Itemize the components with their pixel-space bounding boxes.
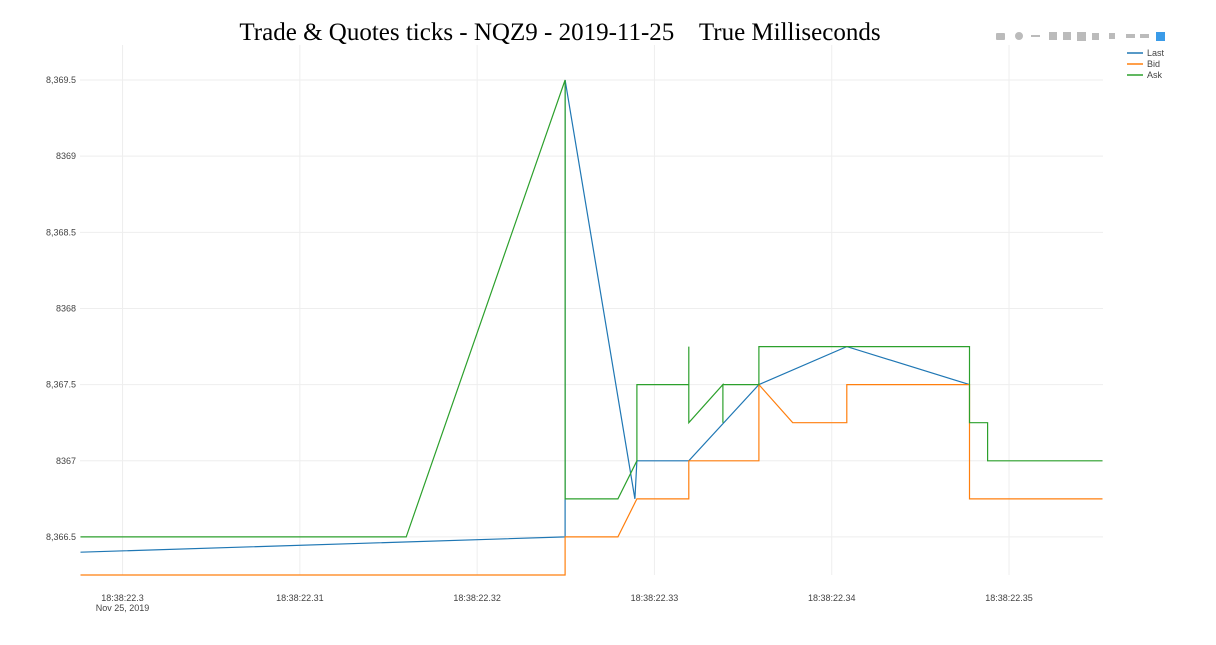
tool-icon[interactable] (1140, 34, 1149, 38)
x-tick-label: 18:38:22.31 (276, 593, 324, 603)
tool-icon[interactable] (1049, 32, 1057, 40)
y-tick-label: 8,369.5 (46, 75, 76, 85)
tool-icon[interactable] (1109, 33, 1115, 39)
legend-label: Last (1147, 48, 1165, 58)
series-line (80, 79, 1103, 538)
x-tick-label: 18:38:22.35 (985, 593, 1033, 603)
tool-icon[interactable] (1015, 32, 1023, 40)
y-tick-label: 8367 (56, 456, 76, 466)
x-tick-label: 18:38:22.3 (101, 593, 144, 603)
legend-label: Bid (1147, 59, 1160, 69)
x-date-label: Nov 25, 2019 (96, 603, 150, 613)
y-tick-label: 8,367.5 (46, 380, 76, 390)
x-tick-label: 18:38:22.33 (631, 593, 679, 603)
tool-icon[interactable] (1077, 32, 1086, 41)
legend-label: Ask (1147, 70, 1163, 80)
series-line (80, 79, 970, 553)
y-tick-label: 8,368.5 (46, 227, 76, 237)
x-tick-label: 18:38:22.34 (808, 593, 856, 603)
tool-icon[interactable] (996, 33, 1005, 40)
tool-icon[interactable] (1031, 35, 1040, 37)
tool-icon[interactable] (1156, 32, 1165, 41)
toolbar[interactable] (996, 32, 1165, 41)
y-tick-label: 8368 (56, 303, 76, 313)
y-tick-label: 8369 (56, 151, 76, 161)
x-tick-label: 18:38:22.32 (453, 593, 501, 603)
series-line (80, 383, 1103, 576)
tool-icon[interactable] (1092, 33, 1099, 40)
tool-icon[interactable] (1063, 32, 1071, 40)
y-tick-label: 8,366.5 (46, 532, 76, 542)
tool-icon[interactable] (1126, 34, 1135, 38)
chart-title: Trade & Quotes ticks - NQZ9 - 2019-11-25… (239, 19, 880, 46)
